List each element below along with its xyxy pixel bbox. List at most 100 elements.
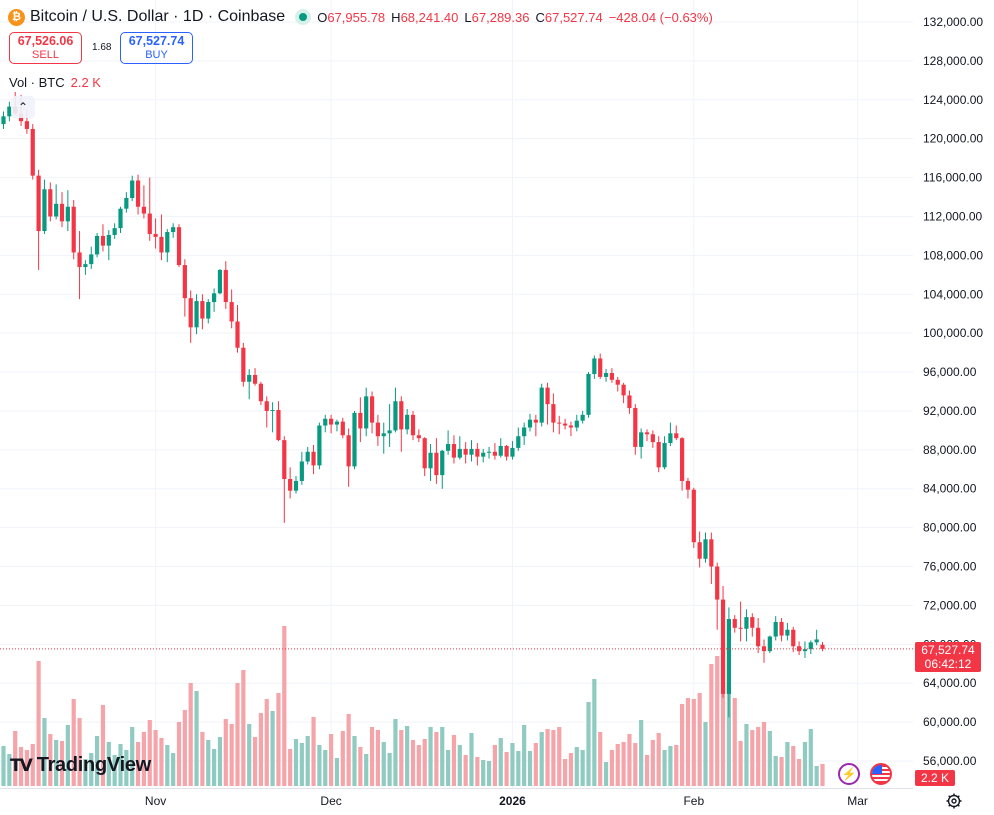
us-flag-icon[interactable] xyxy=(870,763,892,785)
volume-bar xyxy=(264,699,269,786)
candle-body xyxy=(147,213,152,234)
candle-body xyxy=(358,412,363,429)
candle-body xyxy=(7,106,12,117)
candle-body xyxy=(212,293,217,303)
time-axis[interactable]: Nov Dec 2026 Feb Mar xyxy=(145,794,868,808)
candle-body xyxy=(288,479,293,491)
volume-bar xyxy=(200,732,205,786)
volume-bar xyxy=(475,757,480,786)
volume-bar xyxy=(633,743,638,786)
volume-bar xyxy=(364,754,369,786)
volume-bar xyxy=(100,705,106,786)
volume-legend-label: Vol · BTC xyxy=(9,75,65,90)
candle-body xyxy=(568,425,574,428)
candle-body xyxy=(276,409,281,441)
candle-body xyxy=(352,412,357,467)
y-tick-label: 108,000.00 xyxy=(923,248,983,262)
volume-bar xyxy=(223,719,228,786)
candle-body xyxy=(65,206,70,222)
tradingview-logo[interactable]: TV TradingView xyxy=(10,754,151,777)
volume-bar xyxy=(674,745,679,786)
volume-bar xyxy=(791,746,796,786)
volume-bar xyxy=(750,730,755,786)
y-tick-label: 64,000.00 xyxy=(923,676,977,690)
volume-bar xyxy=(756,727,761,786)
candle-body xyxy=(527,419,533,428)
x-tick-label: Feb xyxy=(683,794,704,808)
volume-value-label: 2.2 K xyxy=(915,770,955,786)
y-tick-label: 112,000.00 xyxy=(923,209,982,223)
volume-bar xyxy=(469,733,474,786)
candle-body xyxy=(48,189,53,217)
candle-body xyxy=(592,358,597,374)
volume-bar xyxy=(42,718,47,786)
y-tick-label: 132,000.00 xyxy=(923,15,983,29)
candle-body xyxy=(516,436,521,448)
candle-body xyxy=(627,395,632,409)
y-tick-label: 124,000.00 xyxy=(923,93,983,107)
candle-body xyxy=(235,321,240,348)
volume-bar xyxy=(580,750,585,786)
volume-bar xyxy=(311,717,316,786)
volume-bar xyxy=(153,730,158,786)
volume-bar xyxy=(516,751,521,786)
y-tick-label: 72,000.00 xyxy=(923,598,977,612)
candle-body xyxy=(797,646,802,652)
volume-bar xyxy=(685,698,691,786)
candle-body xyxy=(422,438,427,469)
symbol-title[interactable]: Bitcoin / U.S. Dollar · 1D · Coinbase xyxy=(30,8,286,25)
x-tick-label: Dec xyxy=(320,794,341,808)
volume-bar xyxy=(533,743,538,786)
volume-bar xyxy=(486,761,492,786)
candle-body xyxy=(580,414,585,421)
volume-bar xyxy=(65,725,70,786)
tradingview-logo-text: TradingView xyxy=(36,754,151,776)
volume-bar xyxy=(329,734,334,786)
candle-body xyxy=(399,401,404,430)
volume-bar xyxy=(59,741,65,786)
candle-body xyxy=(135,180,141,207)
volume-bar xyxy=(732,698,737,786)
y-tick-label: 76,000.00 xyxy=(923,560,977,574)
candle-body xyxy=(165,232,170,253)
candle-body xyxy=(756,627,761,647)
price-axis[interactable]: 132,000.00 128,000.00 124,000.00 120,000.00… xyxy=(923,15,983,768)
candle-body xyxy=(95,235,100,255)
volume-bar xyxy=(662,750,667,786)
sell-button[interactable]: 67,526.06 SELL xyxy=(9,32,82,64)
volume-bar xyxy=(522,725,527,786)
candle-body xyxy=(732,619,737,628)
volume-bar xyxy=(171,753,176,786)
volume-bar xyxy=(428,727,433,786)
volume-bar xyxy=(451,735,457,786)
candle-body xyxy=(153,233,158,237)
lightning-icon[interactable]: ⚡ xyxy=(838,763,860,785)
candle-body xyxy=(703,539,708,559)
volume-bar xyxy=(744,724,749,786)
buy-button[interactable]: 67,527.74 BUY xyxy=(120,32,193,64)
candle-body xyxy=(738,627,743,629)
volume-bar xyxy=(510,743,515,786)
y-tick-label: 84,000.00 xyxy=(923,482,977,496)
volume-bar xyxy=(598,732,603,786)
settings-icon[interactable] xyxy=(945,792,963,810)
volume-bar xyxy=(405,726,410,786)
volume-bar xyxy=(375,730,380,786)
volume-bar xyxy=(258,713,263,786)
y-tick-label: 128,000.00 xyxy=(923,54,983,68)
chevron-up-icon[interactable]: ⌃ xyxy=(11,96,35,118)
volume-bar xyxy=(434,732,439,786)
volume-bar xyxy=(130,727,135,786)
candle-body xyxy=(650,434,655,443)
volume-bar xyxy=(346,714,351,786)
volume-bar xyxy=(621,742,626,786)
volume-bar xyxy=(609,750,614,786)
volume-legend-value: 2.2 K xyxy=(70,75,101,90)
y-tick-label: 96,000.00 xyxy=(923,365,977,379)
volume-bar xyxy=(410,740,416,786)
candle-body xyxy=(603,373,609,377)
volume-bar xyxy=(340,731,345,786)
candle-body xyxy=(323,418,328,426)
volume-legend[interactable]: Vol · BTC 2.2 K xyxy=(9,75,101,90)
